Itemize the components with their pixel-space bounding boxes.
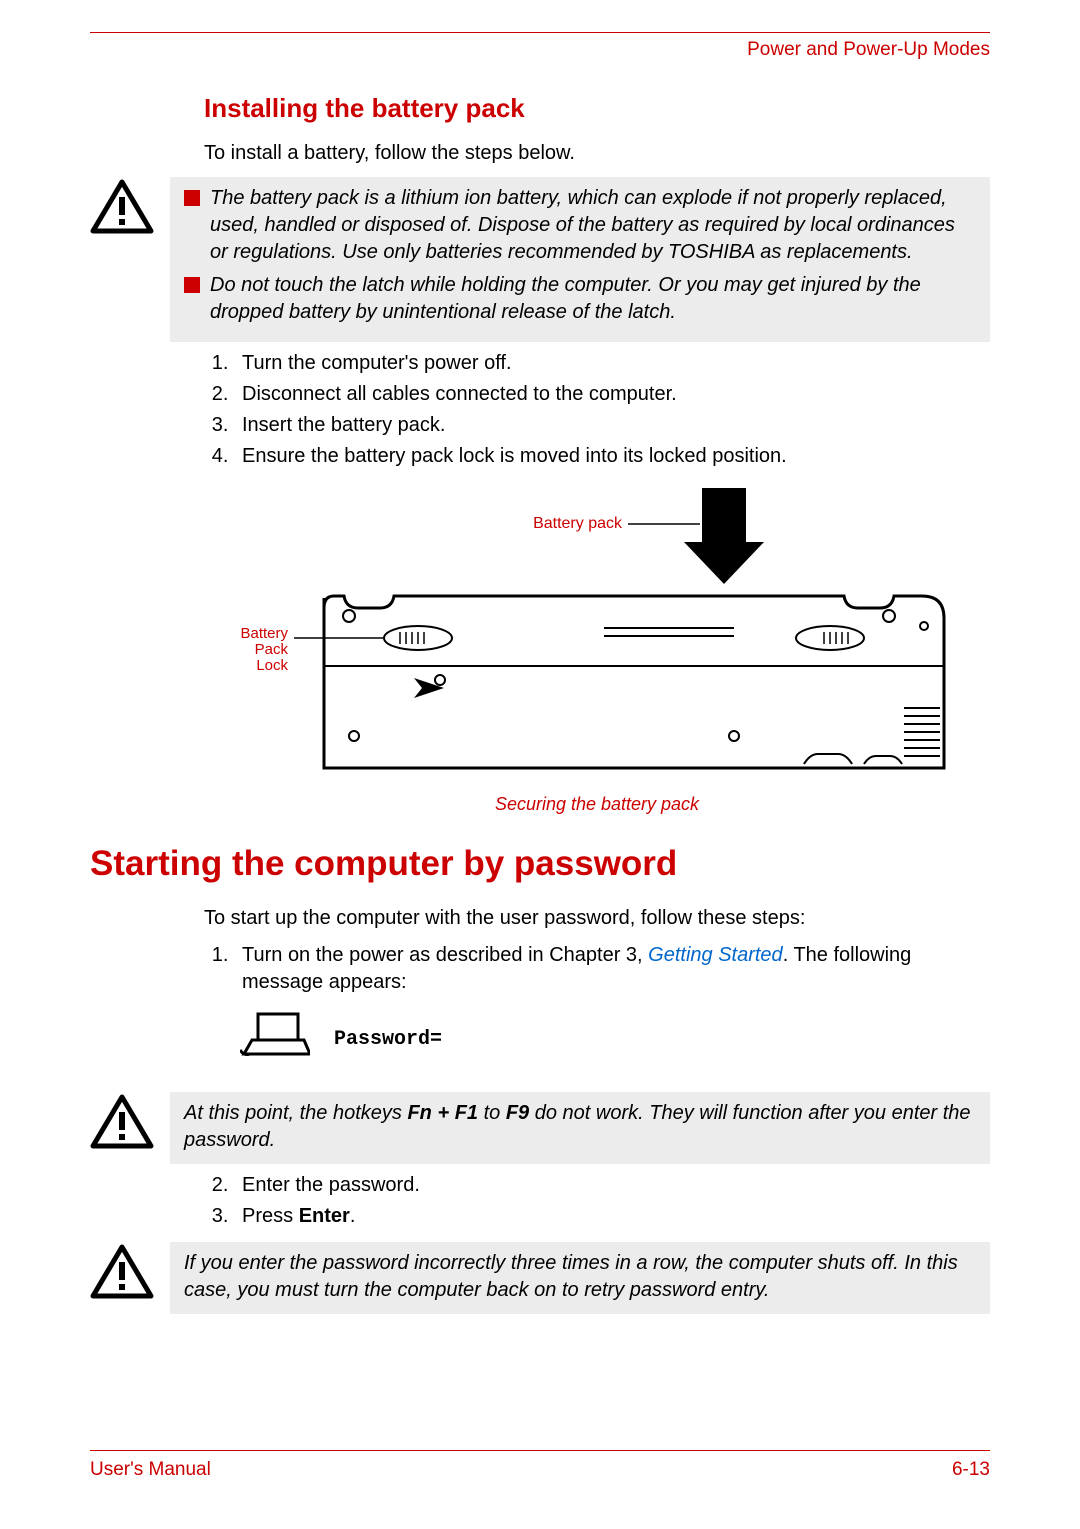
- password-prompt-text: Password=: [334, 1026, 442, 1053]
- warning-block-1: The battery pack is a lithium ion batter…: [90, 177, 990, 342]
- warning-icon: [90, 177, 154, 243]
- list-item: Enter the password.: [234, 1172, 990, 1199]
- page-content: Power and Power-Up Modes Installing the …: [90, 32, 990, 1479]
- warning-item: The battery pack is a lithium ion batter…: [210, 185, 976, 266]
- svg-text:Battery: Battery: [240, 625, 288, 642]
- square-bullet-icon: [184, 190, 200, 206]
- warning-icon: [90, 1242, 154, 1308]
- warning-block-2: At this point, the hotkeys Fn + F1 to F9…: [90, 1092, 990, 1164]
- footer-page-number: 6-13: [952, 1457, 990, 1483]
- list-item: Turn on the power as described in Chapte…: [234, 942, 990, 996]
- warning-box: The battery pack is a lithium ion batter…: [170, 177, 990, 342]
- footer-left: User's Manual: [90, 1457, 211, 1483]
- top-rule: [90, 32, 990, 33]
- svg-text:Lock: Lock: [256, 657, 288, 674]
- list-item: Turn the computer's power off.: [234, 350, 990, 377]
- password-prompt-row: Password=: [240, 1010, 990, 1068]
- list-item: Insert the battery pack.: [234, 412, 990, 439]
- password-steps-part2: Enter the password. Press Enter.: [234, 1172, 990, 1230]
- figure-caption: Securing the battery pack: [204, 792, 990, 816]
- step-text: Turn on the power as described in Chapte…: [242, 944, 648, 966]
- svg-text:Pack: Pack: [255, 641, 289, 658]
- fig-label-battery-pack: Battery pack: [533, 515, 623, 532]
- warning-box: If you enter the password incorrectly th…: [170, 1242, 990, 1314]
- intro-text-2: To start up the computer with the user p…: [204, 905, 990, 932]
- page-footer: User's Manual 6-13: [90, 1450, 990, 1483]
- list-item: Ensure the battery pack lock is moved in…: [234, 443, 990, 470]
- warning-icon: [90, 1092, 154, 1158]
- warning-block-3: If you enter the password incorrectly th…: [90, 1242, 990, 1314]
- warning-item: Do not touch the latch while holding the…: [210, 272, 976, 326]
- intro-text: To install a battery, follow the steps b…: [204, 140, 990, 167]
- list-item: Press Enter.: [234, 1203, 990, 1230]
- battery-figure: Battery pack: [204, 488, 990, 786]
- laptop-icon: [240, 1010, 310, 1068]
- getting-started-link[interactable]: Getting Started: [648, 944, 783, 966]
- bottom-rule: [90, 1450, 990, 1451]
- list-item: Disconnect all cables connected to the c…: [234, 381, 990, 408]
- password-steps-part1: Turn on the power as described in Chapte…: [234, 942, 990, 996]
- chapter-title: Power and Power-Up Modes: [90, 37, 990, 63]
- heading-starting-password: Starting the computer by password: [90, 840, 990, 887]
- install-steps-list: Turn the computer's power off. Disconnec…: [234, 350, 990, 470]
- square-bullet-icon: [184, 277, 200, 293]
- warning-box: At this point, the hotkeys Fn + F1 to F9…: [170, 1092, 990, 1164]
- heading-installing-battery: Installing the battery pack: [204, 91, 990, 126]
